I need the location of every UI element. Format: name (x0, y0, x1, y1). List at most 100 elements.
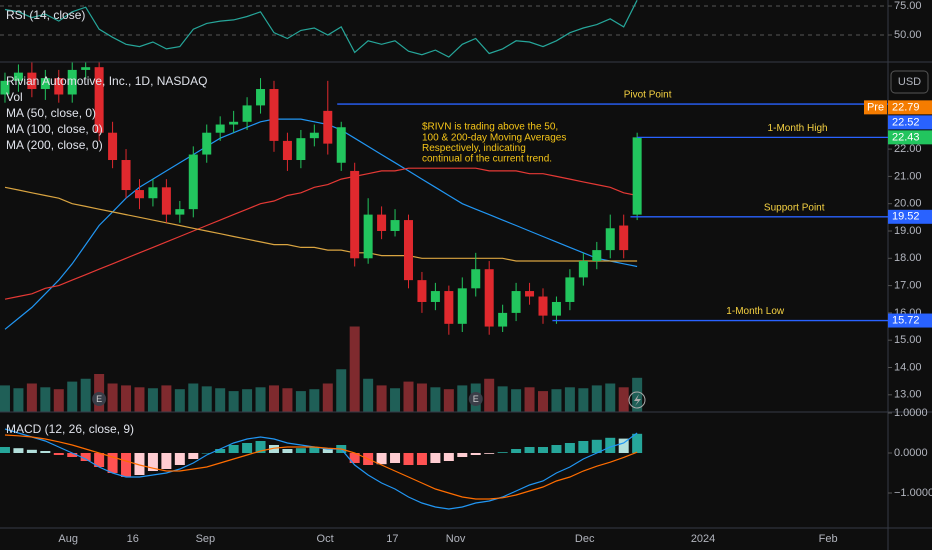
volume-bar (215, 388, 226, 412)
macd-histogram-bar (80, 453, 91, 461)
volume-bar (121, 385, 132, 412)
volume-bar (53, 389, 64, 412)
y-tick-label: 13.00 (894, 389, 922, 401)
candle-body (282, 140, 292, 161)
price-tag-label: 15.72 (892, 314, 920, 326)
macd-histogram-bar (107, 453, 118, 473)
candle-body (471, 269, 481, 289)
macd-histogram-bar (605, 437, 616, 453)
candle-body (498, 312, 508, 327)
labels: RSI (14, close) Rivian Automotive, Inc.,… (6, 8, 566, 436)
macd-histogram-bar (147, 453, 158, 471)
volume-bar (242, 389, 253, 412)
volume-bar (564, 387, 575, 412)
macd-histogram-bar (511, 449, 522, 453)
pre-label: Pre (867, 101, 884, 113)
x-tick-label: 16 (127, 533, 139, 545)
candle-body (538, 296, 548, 316)
macd-histogram-bar (282, 449, 293, 453)
ma-legend: MA (200, close, 0) (6, 138, 103, 152)
candle-body (390, 220, 400, 231)
candle-body (161, 187, 171, 215)
volume-bar (188, 383, 199, 412)
volume-bar (376, 385, 387, 412)
volume-bar (551, 389, 562, 412)
macd-histogram-bar (443, 453, 454, 461)
macd-histogram-bar (349, 453, 360, 463)
macd-histogram-bar (201, 453, 212, 454)
volume-bar (390, 388, 401, 412)
y-tick-label: 1.0000 (894, 407, 928, 419)
volume-bar (80, 378, 91, 412)
candle-body (592, 250, 602, 262)
macd-title: MACD (12, 26, close, 9) (6, 422, 134, 436)
macd-histogram-bar (40, 451, 51, 453)
candle-body (175, 209, 185, 215)
volume-bar (282, 388, 293, 412)
macd-histogram-bar (470, 453, 481, 455)
volume-bar (430, 387, 441, 412)
y-tick-label: −1.0000 (894, 487, 932, 499)
macd-histogram-bar (188, 453, 199, 459)
volume-bar (363, 378, 374, 412)
volume-bar (618, 387, 629, 412)
volume-bar (457, 385, 468, 412)
macd-histogram-bar (537, 447, 548, 453)
macd-histogram-bar (26, 449, 37, 453)
candle-body (525, 291, 535, 297)
y-tick-label: 0.0000 (894, 447, 928, 459)
lightning-icon (634, 394, 641, 406)
volume-bar (161, 385, 172, 412)
candle-body (377, 214, 387, 231)
candle-body (229, 121, 239, 125)
x-tick-label: Aug (58, 533, 78, 545)
event-label: E (473, 394, 479, 404)
candle-body (309, 132, 319, 139)
candle-body (269, 89, 279, 141)
pre-badge (864, 100, 887, 115)
volume-bar (0, 385, 10, 412)
volume-bar (26, 383, 37, 412)
rsi-title: RSI (14, close) (6, 8, 85, 22)
level-label: 1-Month Low (726, 306, 785, 317)
macd-histogram-bar (578, 441, 589, 453)
macd-histogram-bar (524, 447, 535, 453)
candle-body (67, 69, 77, 95)
price-tag-label: 19.52 (892, 211, 920, 223)
macd-histogram-bar (564, 443, 575, 453)
x-tick-label: Feb (819, 533, 838, 545)
level-label: 1-Month High (768, 123, 828, 134)
volume-bar (322, 383, 333, 412)
x-tick-label: Dec (575, 533, 595, 545)
y-tick-label: 22.00 (894, 143, 922, 155)
volume-bar (255, 387, 266, 412)
volume-bar (309, 389, 320, 412)
currency[interactable]: USD (898, 76, 921, 88)
candle-body (578, 261, 588, 278)
price-tag (888, 100, 932, 115)
macd-histogram-bar (416, 453, 427, 465)
x-tick-label: Nov (446, 533, 466, 545)
y-tick-label: 19.00 (894, 225, 922, 237)
candle-body (350, 170, 360, 259)
candle-body (336, 127, 346, 163)
rsi-line (4, 0, 638, 58)
price-tag-label: 22.52 (892, 116, 920, 128)
macd-histogram-bar (134, 453, 145, 475)
annotation: $RIVN is trading above the 50, (422, 122, 558, 133)
annotation: continual of the current trend. (422, 154, 552, 165)
macd-histogram-bar (390, 453, 401, 463)
volume-bar (416, 383, 427, 412)
candle-body (430, 291, 440, 302)
candle-body (54, 78, 64, 95)
macd-histogram-bar (161, 453, 172, 469)
currency-button[interactable] (890, 70, 929, 94)
lightning-icon[interactable] (628, 391, 646, 409)
macd-histogram-bar (403, 453, 414, 465)
volume-bar (336, 369, 347, 412)
moving-average (4, 167, 638, 300)
y-tick-label: 17.00 (894, 280, 922, 292)
volume-bar (67, 381, 78, 412)
volume-bar (13, 388, 24, 412)
